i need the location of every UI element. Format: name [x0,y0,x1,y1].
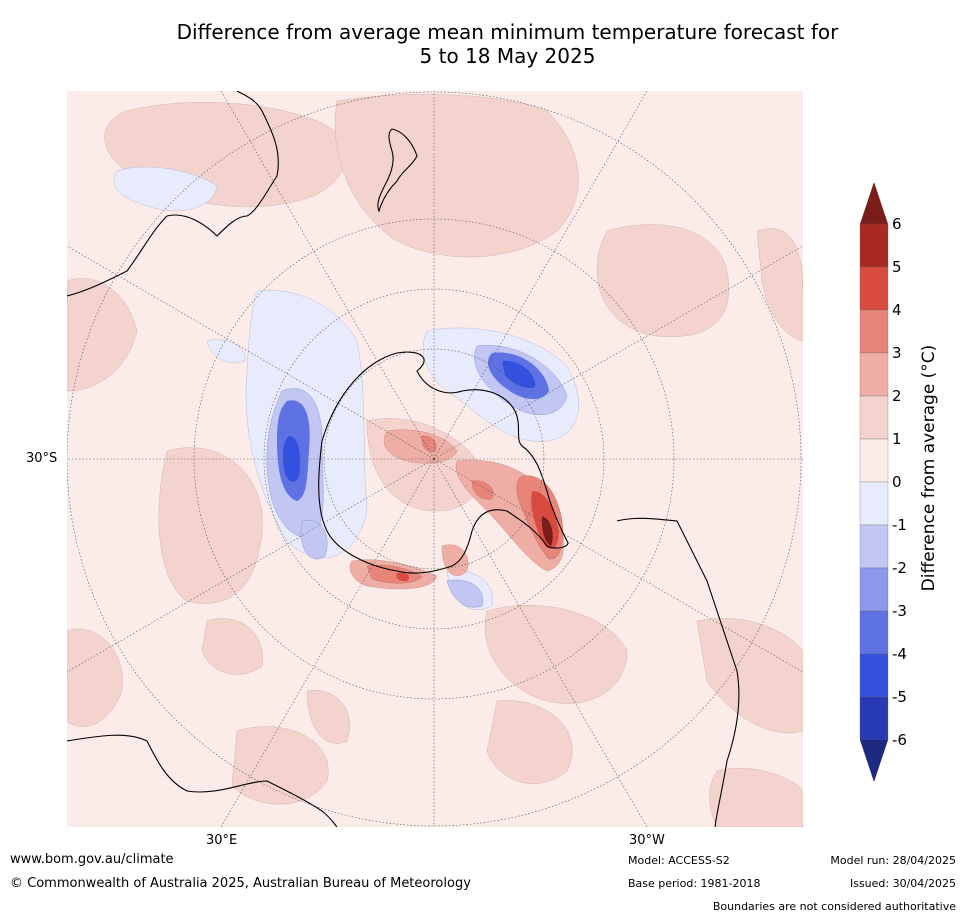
colorbar-tick-label: 6 [892,215,902,233]
polar-map [67,91,803,827]
title-line-2: 5 to 18 May 2025 [419,44,596,68]
cool-anomaly-strong [277,352,549,501]
colorbar-ticks: 6 5 4 3 2 1 0 -1 -2 -3 -4 -5 -6 [892,215,907,749]
colorbar-tick-label: 0 [892,473,902,491]
colorbar-tick-label: -5 [892,688,907,706]
colorbar: 6 5 4 3 2 1 0 -1 -2 -3 -4 -5 -6 Difference from aver… [859,182,939,782]
colorbar-extend-max [860,182,888,224]
colorbar-tick-label: -4 [892,645,907,663]
colorbar-tick-label: 2 [892,387,902,405]
coastlines [67,91,740,827]
colorbar-tick-label: -6 [892,731,907,749]
colorbar-block [859,481,889,526]
map-title: Difference from average mean minimum tem… [60,20,955,68]
colorbar-block [859,352,889,397]
warm-anomaly-strong [396,491,559,582]
footer-base-period: Base period: 1981-2018 [628,877,761,890]
title-line-1: Difference from average mean minimum tem… [176,20,839,44]
warm-anomaly-1-2 [67,94,803,827]
footer-copyright: © Commonwealth of Australia 2025, Austra… [10,876,471,891]
colorbar-tick-label: 1 [892,430,902,448]
footer-model: Model: ACCESS-S2 [628,854,730,867]
colorbar-blocks [859,182,889,782]
colorbar-block [859,395,889,440]
colorbar-tick-label: -3 [892,602,907,620]
footer-model-run: Model run: 28/04/2025 [830,854,956,867]
colorbar-tick-label: 4 [892,301,902,319]
colorbar-block [859,696,889,741]
colorbar-extend-min [860,740,888,782]
footer-disclaimer: Boundaries are not considered authoritat… [712,900,956,913]
colorbar-block [859,524,889,569]
colorbar-block [859,567,889,612]
colorbar-tick-label: 3 [892,344,902,362]
latitude-label-30s: 30°S [26,451,58,466]
graticule [67,91,803,827]
colorbar-block [859,653,889,698]
footer-issued: Issued: 30/04/2025 [849,877,956,890]
colorbar-block [859,610,889,655]
longitude-label-30w: 30°W [629,833,665,848]
colorbar-tick-label: -1 [892,516,907,534]
colorbar-block [859,223,889,268]
colorbar-tick-label: -2 [892,559,907,577]
footer-url[interactable]: www.bom.gov.au/climate [10,852,174,867]
colorbar-block [859,438,889,483]
colorbar-tick-label: 5 [892,258,902,276]
colorbar-block [859,309,889,354]
colorbar-block [859,266,889,311]
colorbar-label: Difference from average (°C) [919,345,939,592]
longitude-label-30e: 30°E [206,833,238,848]
